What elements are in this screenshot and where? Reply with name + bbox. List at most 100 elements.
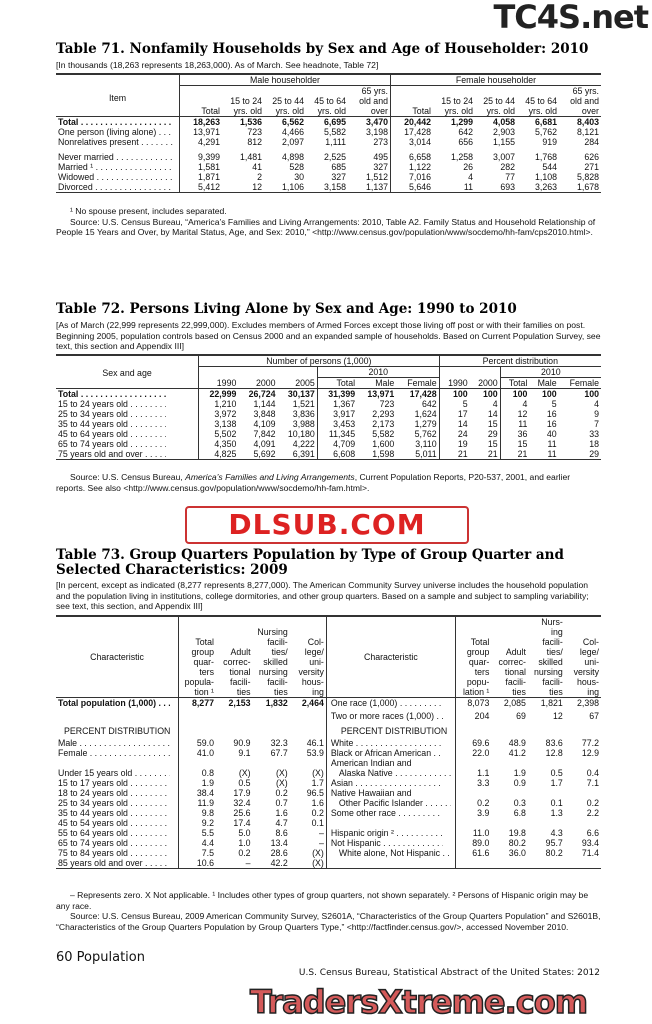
- table-cell: 0.2: [477, 798, 490, 808]
- row-label: 15 to 17 years old: [56, 778, 179, 788]
- row-label-text: Total: [58, 117, 174, 127]
- table-row: 2010 2010: [56, 366, 601, 378]
- table-cell: 812: [247, 137, 262, 147]
- row-label: American Indian and: [326, 758, 456, 768]
- column-header: Col- lege/ uni- versity hous- ing: [289, 616, 327, 698]
- table-cell: 77.2: [581, 738, 599, 748]
- table-cell: 8,073: [467, 698, 490, 708]
- table-cell: 6,391: [277, 449, 318, 460]
- table-cell: [565, 858, 601, 869]
- row-label-wrap: Black or African American: [331, 748, 443, 758]
- column-header: 15 to 24 yrs. old: [441, 96, 473, 116]
- row-label: Asian: [326, 778, 456, 788]
- table-cell: 41.2: [508, 748, 526, 758]
- table-cell: 9.1: [238, 748, 251, 758]
- table-cell: 2,153: [228, 698, 251, 708]
- row-label-wrap: 85 years old and over: [58, 858, 170, 868]
- table-cell: [455, 758, 491, 768]
- table-cell: 77: [505, 172, 515, 182]
- row-label-text: White: [331, 738, 443, 748]
- table-cell: 723: [247, 127, 262, 137]
- group-header: Percent distribution: [439, 355, 601, 367]
- row-label-text: Never married: [58, 152, 174, 162]
- table-cell: 5,692: [253, 449, 276, 459]
- table-cell: 204: [474, 710, 490, 721]
- table-cell: 30,137: [277, 388, 318, 399]
- table-row: Under 15 years old0.8(X)(X)(X)Alaska Nat…: [56, 768, 601, 778]
- table-cell: 21: [457, 449, 468, 459]
- table-cell: 1,536: [239, 117, 262, 127]
- row-label-text: One race (1,000): [331, 698, 443, 708]
- table-cell: 6,695: [323, 117, 346, 127]
- title-line: Table 73. Group Quarters Population by T…: [56, 547, 564, 563]
- table-row: 15 to 17 years old1.90.5(X)1.7Asian3.30.…: [56, 778, 601, 788]
- table-cell: 1,521: [277, 399, 318, 409]
- table-cell: 12: [553, 710, 563, 721]
- table-cell: 4,709: [333, 439, 356, 449]
- table-cell: [253, 708, 290, 723]
- table-cell: 0.2: [238, 848, 251, 858]
- row-label: PERCENT DISTRIBUTION: [326, 723, 456, 738]
- table-cell: 17.4: [233, 818, 251, 828]
- table-cell: 4.7: [275, 818, 288, 828]
- row-label-wrap: 45 to 64 years old: [58, 429, 166, 439]
- table-cell: 96.5: [289, 788, 327, 798]
- table-cell: 1,581: [197, 162, 220, 172]
- row-label-wrap: 35 to 44 years old: [58, 808, 170, 818]
- table-cell: 1.7: [550, 778, 563, 788]
- table-row: 18 to 24 years old 38.4 17.9 0.296.5Native …: [56, 788, 601, 798]
- table-cell: (X): [276, 778, 288, 788]
- column-header: Male: [375, 378, 395, 388]
- row-label-text: PERCENT DISTRIBUTION: [64, 725, 171, 736]
- table-cell: 5,582: [323, 127, 346, 137]
- table-cell: [528, 788, 565, 798]
- table-cell: 4,825: [214, 449, 237, 459]
- table-cell: 0.3: [513, 798, 526, 808]
- row-label-wrap: Two or more races (1,000): [331, 711, 443, 721]
- column-header: Female: [396, 377, 440, 389]
- table-cell: 4,898: [281, 152, 304, 162]
- row-label-wrap: Under 15 years old: [58, 768, 170, 778]
- table-cell: 80.2: [508, 838, 526, 848]
- table-cell: 1.9: [513, 768, 526, 778]
- row-label-text: Total: [58, 389, 166, 399]
- table-71-title: Table 71. Nonfamily Households by Sex an…: [56, 41, 589, 57]
- table-cell: [289, 708, 327, 723]
- table-cell: 28.6: [270, 848, 288, 858]
- table-cell: 18: [589, 439, 599, 449]
- row-label-text: 75 to 84 years old: [58, 848, 170, 858]
- column-header: 2005: [277, 377, 318, 389]
- table-cell: 6.8: [513, 808, 526, 818]
- row-label: 75 to 84 years old: [56, 848, 179, 858]
- table-cell: 90.9: [233, 738, 251, 748]
- table-cell: (X): [289, 848, 327, 858]
- subgroup-header: 2010: [317, 366, 440, 378]
- table-cell: 8,403: [576, 117, 599, 127]
- row-label: One person (living alone): [56, 127, 180, 137]
- row-label-text: Female: [58, 748, 170, 758]
- row-label-wrap: 45 to 54 years old: [58, 818, 170, 828]
- table-cell: 4,350: [214, 439, 237, 449]
- table-cell: 3,014: [408, 137, 431, 147]
- row-label-text: 45 to 64 years old: [58, 429, 166, 439]
- table-cell: 4,109: [253, 419, 276, 429]
- row-label: Male: [56, 738, 179, 748]
- row-label: Female: [56, 748, 179, 758]
- table-cell: [253, 723, 290, 738]
- table-cell: 40: [546, 429, 557, 439]
- source-text: , Current Population Reports, P20-537, 2…: [56, 472, 571, 493]
- row-label: 65 to 74 years old: [56, 439, 200, 449]
- table-cell: 1,155: [492, 137, 515, 147]
- row-label: Total population (1,000): [56, 697, 179, 708]
- table-cell: 22.0: [472, 748, 490, 758]
- table-71-notes: ¹ No spouse present, includes separated.…: [56, 206, 601, 238]
- column-header: Characteristic: [326, 616, 456, 698]
- table-cell: 7.5: [201, 848, 214, 858]
- table-cell: 1,108: [534, 172, 557, 182]
- row-label-text: Male: [58, 738, 170, 748]
- table-row: Two or more races (1,000) 204 69 12 67: [56, 708, 601, 723]
- table-cell: 29: [469, 429, 501, 439]
